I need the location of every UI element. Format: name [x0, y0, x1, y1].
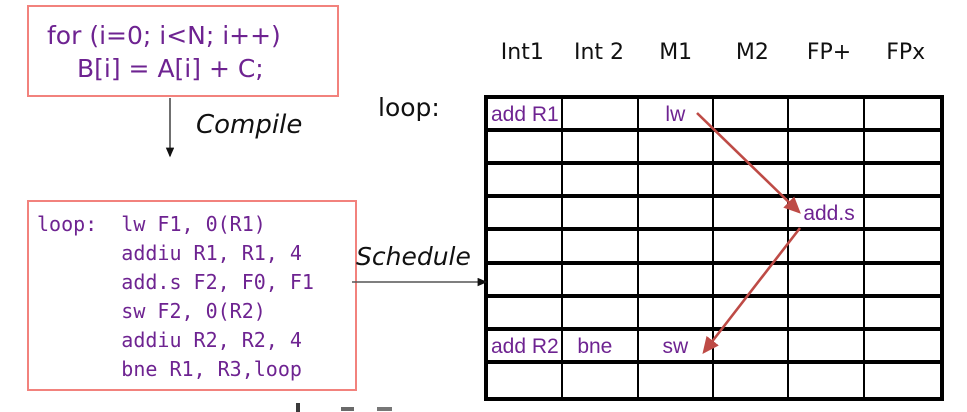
schedule-cell-r1c2 [563, 99, 639, 133]
schedule-cell-r6c5 [789, 264, 865, 298]
column-header-int2: Int 2 [573, 40, 625, 65]
schedule-cell-r8c5 [789, 330, 865, 364]
column-header-int1: Int1 [500, 40, 544, 65]
schedule-cell-r6c2 [563, 264, 639, 298]
unit-column-headers: Int1 Int 2 M1 M2 FP+ FPx [484, 40, 944, 68]
schedule-cell-r2c2 [563, 132, 639, 166]
schedule-cell-r7c1 [488, 297, 564, 331]
schedule-cell-r3c5 [789, 165, 865, 199]
column-header-m1: M1 [659, 40, 693, 65]
source-code-line: B[i] = A[i] + C; [77, 54, 264, 83]
schedule-cell-r7c6 [864, 298, 940, 331]
schedule-cell-r3c6 [864, 165, 940, 199]
assembly-line: loop: lw F1, 0(R1) [37, 212, 266, 236]
source-code-box: for (i=0; i<N; i++) B[i] = A[i] + C; [27, 5, 339, 97]
cut-off-text-fragment [377, 407, 392, 411]
schedule-cell-r5c3 [638, 231, 714, 265]
assembly-line: add.s F2, F0, F1 [37, 270, 314, 294]
schedule-cell-r4c6 [864, 198, 940, 232]
column-header-fpx: FPx [886, 40, 926, 65]
schedule-cell-r5c5 [789, 231, 865, 265]
schedule-label: Schedule [356, 242, 471, 271]
source-code-line: for (i=0; i<N; i++) [47, 21, 281, 50]
loop-row-label: loop: [378, 93, 440, 122]
schedule-cell-r9c1 [488, 363, 564, 397]
schedule-cell-r3c4 [714, 165, 790, 199]
column-header-fpadd: FP+ [806, 40, 852, 65]
schedule-cell-r2c6 [864, 132, 940, 166]
schedule-cell-r8c2: bne [563, 330, 639, 364]
assembly-code-box: loop: lw F1, 0(R1) addiu R1, R1, 4 add.s… [27, 200, 357, 391]
schedule-cell-r5c6 [864, 231, 940, 265]
schedule-table: add R1 lw add.s add R2 bne sw [484, 95, 944, 401]
assembly-line: addiu R2, R2, 4 [37, 328, 302, 352]
schedule-cell-r1c1: add R1 [488, 99, 564, 133]
schedule-cell-r6c1 [488, 264, 564, 298]
schedule-cell-r7c4 [714, 297, 790, 331]
compile-label: Compile [196, 110, 303, 140]
schedule-cell-r3c2 [563, 165, 639, 199]
schedule-cell-r7c3 [638, 297, 714, 331]
assembly-line: bne R1, R3,loop [37, 357, 302, 381]
instruction-label: lw [665, 103, 686, 127]
schedule-cell-r6c4 [714, 264, 790, 298]
schedule-cell-r8c3: sw [638, 330, 714, 364]
assembly-line: addiu R1, R1, 4 [37, 241, 302, 265]
schedule-cell-r1c6 [864, 99, 940, 133]
schedule-cell-r9c6 [865, 364, 940, 397]
schedule-cell-r8c4 [714, 330, 790, 364]
schedule-cell-r2c3 [638, 132, 714, 166]
schedule-cell-r6c6 [864, 265, 940, 298]
schedule-cell-r1c5 [789, 99, 865, 133]
schedule-cell-r3c1 [488, 165, 564, 199]
schedule-cell-r1c3: lw [638, 99, 714, 133]
schedule-cell-r4c4 [714, 198, 790, 232]
schedule-cell-r5c1 [488, 231, 564, 265]
assembly-line: sw F2, 0(R2) [37, 299, 266, 323]
schedule-cell-r8c6 [864, 331, 940, 364]
schedule-cell-r8c1: add R2 [488, 330, 564, 364]
schedule-cell-r4c1 [488, 198, 564, 232]
schedule-cell-r7c5 [789, 297, 865, 331]
schedule-cell-r1c4 [714, 99, 790, 133]
schedule-cell-r9c2 [563, 363, 639, 397]
column-header-m2: M2 [735, 40, 769, 65]
schedule-cell-r9c5 [789, 363, 865, 397]
instruction-label: bne [577, 334, 613, 358]
cut-off-text-fragment [296, 403, 300, 412]
instruction-label: sw [662, 334, 689, 358]
schedule-cell-r7c2 [563, 297, 639, 331]
schedule-cell-r9c3 [639, 363, 714, 397]
cut-off-text-fragment [341, 407, 354, 411]
schedule-cell-r6c3 [638, 264, 714, 298]
schedule-cell-r4c5: add.s [789, 198, 865, 232]
schedule-cell-r4c2 [563, 198, 639, 232]
schedule-cell-r3c3 [638, 165, 714, 199]
schedule-cell-r5c4 [714, 231, 790, 265]
instruction-label: add R2 [491, 334, 559, 358]
schedule-cell-r2c4 [714, 132, 790, 166]
schedule-cell-r5c2 [563, 231, 639, 265]
instruction-label: add R1 [491, 103, 559, 127]
instruction-label: add.s [803, 202, 855, 226]
schedule-cell-r9c4 [714, 363, 790, 397]
schedule-cell-r2c1 [488, 132, 564, 166]
schedule-cell-r2c5 [789, 132, 865, 166]
schedule-cell-r4c3 [638, 198, 714, 232]
